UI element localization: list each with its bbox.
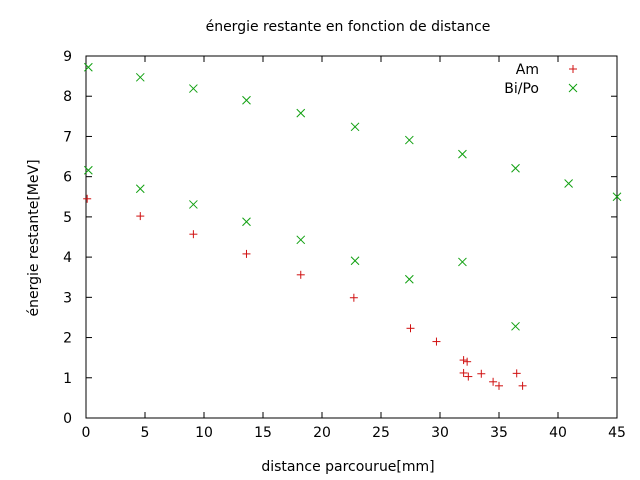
data-point-am — [459, 356, 468, 365]
x-axis-label: distance parcourue[mm] — [261, 459, 434, 475]
data-point-am — [495, 381, 503, 390]
y-tick-label: 6 — [63, 170, 72, 186]
data-points — [83, 62, 622, 390]
y-tick-label: 8 — [63, 89, 72, 105]
x-tick-label: 25 — [372, 425, 390, 441]
x-tick-label: 20 — [313, 425, 331, 441]
y-tick-label: 4 — [63, 250, 72, 266]
y-tick-label: 2 — [63, 331, 72, 347]
data-point-bi-po — [84, 62, 93, 72]
data-point-am — [432, 337, 441, 346]
data-point-am — [459, 368, 468, 377]
data-point-bi-po — [296, 108, 306, 118]
data-point-bi-po — [84, 165, 93, 175]
data-point-bi-po — [350, 122, 360, 132]
y-tick-label: 0 — [63, 411, 72, 427]
legend: Am Bi/Po — [504, 62, 578, 97]
data-point-bi-po — [511, 163, 520, 173]
x-tick-label: 30 — [431, 425, 449, 441]
chart-title: énergie restante en fonction de distance — [206, 19, 491, 35]
data-point-bi-po — [242, 217, 251, 227]
data-point-am — [477, 369, 486, 378]
data-point-am — [349, 293, 358, 302]
data-point-am — [83, 194, 92, 203]
data-point-am — [136, 212, 145, 221]
data-point-am — [463, 357, 472, 366]
data-point-bi-po — [458, 149, 467, 159]
legend-label-am: Am — [516, 62, 539, 78]
y-tick-label: 3 — [63, 290, 72, 306]
data-point-am — [296, 270, 305, 279]
data-point-am — [512, 369, 521, 378]
y-tick-label: 7 — [63, 129, 72, 145]
data-point-am — [464, 372, 473, 381]
data-point-am — [189, 230, 198, 239]
x-tick-label: 15 — [254, 425, 272, 441]
data-point-bi-po — [404, 274, 414, 284]
data-point-am — [406, 324, 415, 333]
y-tick-label: 1 — [63, 371, 72, 387]
data-point-bi-po — [404, 135, 414, 145]
x-tick-label: 5 — [141, 425, 150, 441]
y-axis-label: énergie restante[MeV] — [26, 159, 42, 316]
data-point-bi-po — [564, 179, 573, 188]
data-point-bi-po — [189, 200, 198, 209]
y-tick-label: 5 — [63, 210, 72, 226]
data-point-bi-po — [296, 235, 306, 245]
data-point-am — [489, 377, 498, 386]
x-tick-label: 10 — [195, 425, 213, 441]
data-point-bi-po — [135, 72, 145, 82]
data-point-bi-po — [135, 184, 145, 194]
plot-area-frame — [85, 55, 618, 419]
legend-marker-bi-po — [568, 83, 578, 93]
legend-marker-am — [569, 65, 577, 73]
x-tick-label: 40 — [549, 425, 567, 441]
data-point-bi-po — [350, 256, 360, 266]
y-tick-label: 9 — [63, 49, 72, 65]
data-point-am — [518, 381, 527, 390]
x-tick-label: 45 — [608, 425, 626, 441]
x-tick-label: 35 — [490, 425, 508, 441]
data-point-bi-po — [511, 321, 520, 331]
data-point-bi-po — [612, 192, 622, 202]
data-point-bi-po — [242, 95, 251, 105]
data-point-bi-po — [189, 84, 198, 93]
x-tick-label: 0 — [82, 425, 91, 441]
data-point-am — [242, 249, 251, 258]
data-point-bi-po — [458, 257, 467, 267]
legend-label-bi-po: Bi/Po — [504, 81, 539, 97]
